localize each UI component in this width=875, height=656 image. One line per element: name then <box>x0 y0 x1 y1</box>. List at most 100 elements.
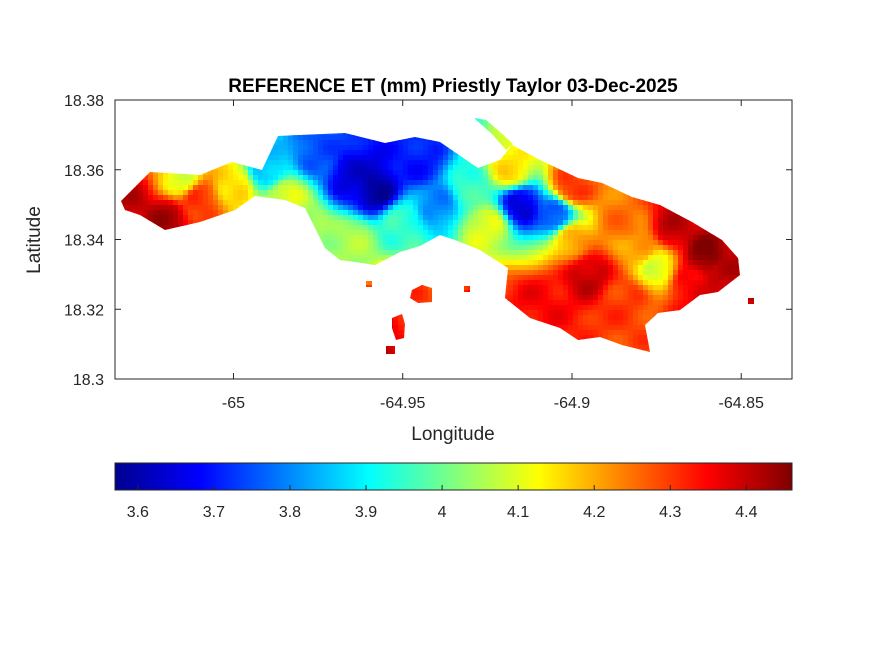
heatmap-cell <box>413 140 419 146</box>
heatmap-cell <box>413 240 419 246</box>
heatmap-cell <box>498 165 504 171</box>
heatmap-cell <box>678 285 684 291</box>
heatmap-cell <box>273 190 279 196</box>
heatmap-cell <box>268 165 274 171</box>
heatmap-cell <box>473 185 479 191</box>
heatmap-cell <box>473 190 479 196</box>
heatmap-cell <box>523 235 529 241</box>
heatmap-cell <box>278 175 284 181</box>
heatmap-cell <box>478 215 484 221</box>
heatmap-cell <box>358 215 364 221</box>
heatmap-cell <box>318 205 324 211</box>
heatmap-cell <box>578 195 584 201</box>
heatmap-cell <box>148 210 154 216</box>
heatmap-cell <box>728 270 734 276</box>
heatmap-cell <box>473 235 479 241</box>
heatmap-cell <box>423 155 429 161</box>
heatmap-cell <box>523 190 529 196</box>
heatmap-cell <box>548 200 554 206</box>
heatmap-cell <box>413 175 419 181</box>
heatmap-cell <box>318 210 324 216</box>
heatmap-cell <box>508 295 514 301</box>
heatmap-cell <box>293 145 299 151</box>
heatmap-cell <box>618 200 624 206</box>
heatmap-cell <box>158 180 164 186</box>
heatmap-cell <box>613 230 619 236</box>
heatmap-cell <box>733 265 739 271</box>
heatmap-cell <box>478 120 484 126</box>
heatmap-cell <box>633 210 639 216</box>
heatmap-cell <box>163 205 169 211</box>
heatmap-cell <box>598 205 604 211</box>
heatmap-cell <box>378 145 384 151</box>
heatmap-cell <box>613 275 619 281</box>
heatmap-cell <box>523 260 529 266</box>
heatmap-cell <box>573 245 579 251</box>
heatmap-cell <box>578 270 584 276</box>
heatmap-cell <box>663 210 669 216</box>
heatmap-cell <box>173 195 179 201</box>
heatmap-cell <box>653 255 659 261</box>
heatmap-cell <box>323 195 329 201</box>
heatmap-cell <box>328 220 334 226</box>
heatmap-cell <box>403 165 409 171</box>
heatmap-cell <box>193 180 199 186</box>
heatmap-cell <box>373 250 379 256</box>
heatmap-cell <box>388 210 394 216</box>
heatmap-cell <box>593 215 599 221</box>
heatmap-cell <box>663 260 669 266</box>
heatmap-cell <box>403 180 409 186</box>
heatmap-cell <box>448 180 454 186</box>
heatmap-cell <box>418 300 424 306</box>
heatmap-cell <box>388 205 394 211</box>
heatmap-cell <box>568 185 574 191</box>
heatmap-cell <box>473 240 479 246</box>
heatmap-cell <box>448 235 454 241</box>
heatmap-cell <box>338 175 344 181</box>
heatmap-cell <box>323 135 329 141</box>
heatmap-cell <box>693 290 699 296</box>
heatmap-cell <box>278 180 284 186</box>
heatmap-cell <box>633 230 639 236</box>
heatmap-cell <box>413 295 419 301</box>
heatmap-cell <box>423 225 429 231</box>
heatmap-cell <box>143 195 149 201</box>
heatmap-cell <box>328 195 334 201</box>
heatmap-cell <box>243 190 249 196</box>
heatmap-cell <box>558 245 564 251</box>
heatmap-cell <box>153 205 159 211</box>
heatmap-cell <box>428 230 434 236</box>
heatmap-cell <box>653 225 659 231</box>
heatmap-cell <box>413 195 419 201</box>
heatmap-cell <box>368 160 374 166</box>
heatmap-cell <box>618 190 624 196</box>
heatmap-cell <box>608 275 614 281</box>
heatmap-cell <box>588 285 594 291</box>
heatmap-cell <box>508 205 514 211</box>
heatmap-cell <box>448 215 454 221</box>
heatmap-cell <box>608 185 614 191</box>
heatmap-cell <box>288 175 294 181</box>
heatmap-cell <box>698 275 704 281</box>
heatmap-cell <box>233 185 239 191</box>
heatmap-cell <box>393 175 399 181</box>
heatmap-cell <box>363 215 369 221</box>
heatmap-cell <box>488 195 494 201</box>
heatmap-cell <box>593 280 599 286</box>
heatmap-cell <box>318 200 324 206</box>
heatmap-cell <box>613 235 619 241</box>
heatmap-cell <box>533 155 539 161</box>
heatmap-cell <box>568 220 574 226</box>
heatmap-cell <box>558 200 564 206</box>
heatmap-cell <box>518 230 524 236</box>
heatmap-cell <box>268 160 274 166</box>
heatmap-cell <box>438 195 444 201</box>
heatmap-cell <box>463 235 469 241</box>
heatmap-cell <box>428 165 434 171</box>
heatmap-cell <box>188 195 194 201</box>
heatmap-cell <box>553 165 559 171</box>
heatmap-cell <box>533 170 539 176</box>
heatmap-cell <box>553 295 559 301</box>
heatmap-cell <box>713 275 719 281</box>
heatmap-cell <box>543 235 549 241</box>
